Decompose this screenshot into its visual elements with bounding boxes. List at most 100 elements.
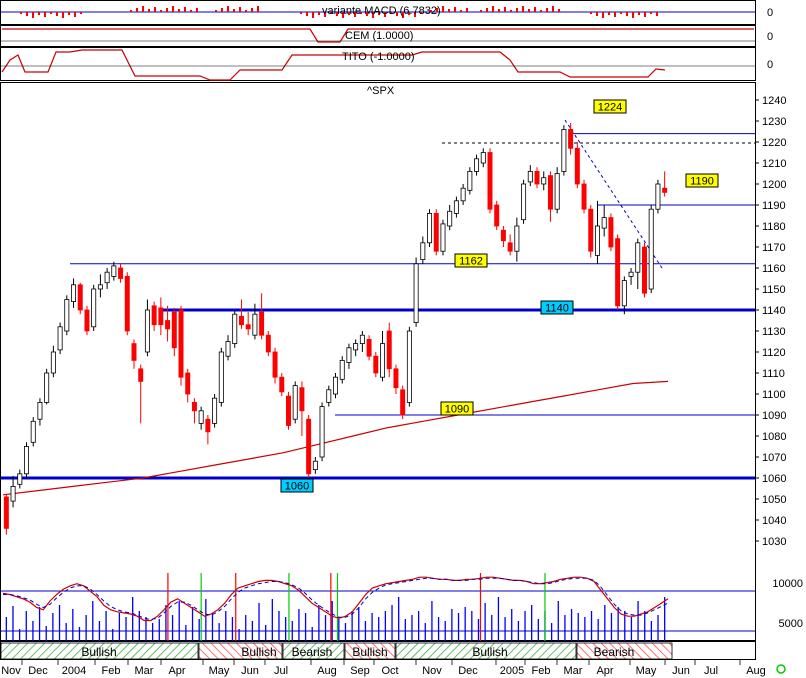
macd-bar (74, 12, 76, 17)
macd-bar (348, 12, 350, 15)
price-tick-label: 1130 (762, 326, 786, 338)
candle (359, 331, 365, 352)
macd-bar (486, 8, 488, 12)
macd-bar (233, 9, 235, 12)
candle (460, 184, 466, 205)
price-tick-label: 1230 (762, 116, 786, 128)
macd-bar (552, 6, 554, 12)
macd-bar (620, 12, 622, 14)
macd-bar (136, 8, 138, 12)
macd-bar (402, 12, 404, 18)
candle (514, 217, 520, 262)
level-badge-text: 1090 (445, 404, 469, 416)
macd-bar (239, 7, 241, 12)
tito-label: TITO (-1.0000) (342, 51, 415, 63)
time-tick-label: Apr (168, 665, 185, 677)
candle (393, 364, 399, 394)
level-badge-1162 (454, 253, 488, 268)
candle (272, 347, 278, 384)
macd-bar (80, 12, 82, 14)
time-tick-label: May (636, 665, 657, 677)
candle (642, 242, 647, 298)
macd-bar (650, 12, 652, 14)
price-tick-label: 1090 (762, 410, 786, 422)
candle (185, 368, 191, 403)
macd-bar (142, 6, 144, 12)
candle (326, 385, 332, 407)
time-tick-label: Mar (564, 665, 583, 677)
macd-bar (130, 10, 132, 12)
candle (238, 299, 244, 329)
macd-bar (306, 12, 308, 16)
macd-bar (372, 12, 374, 18)
macd-bar (442, 6, 444, 12)
macd-bar (644, 12, 646, 17)
candle (171, 307, 177, 357)
cem-line (2, 28, 754, 43)
price-tick-label: 1190 (762, 200, 786, 212)
cem-label: CEM (1.0000) (345, 30, 413, 42)
level-badge-1090 (440, 401, 474, 416)
macd-bar (26, 12, 28, 16)
cem-axis-value: 0 (767, 31, 773, 43)
volume-axis: 10000 5000 (772, 578, 803, 630)
trend-band-label: Bullish (241, 645, 276, 659)
level-badge-text: 1060 (285, 481, 309, 493)
price-tick-label: 1070 (762, 452, 786, 464)
time-tick-label: Dec (458, 665, 478, 677)
candle (212, 394, 218, 428)
oscillator-main-line (2, 576, 669, 622)
candle (655, 179, 661, 214)
macd-bar (312, 12, 314, 18)
macd-bar (632, 12, 634, 18)
macd-bar (480, 10, 482, 12)
macd-bar (68, 12, 70, 15)
candle (97, 274, 103, 298)
time-tick-label: Oct (381, 665, 398, 677)
price-tick-label: 1120 (762, 347, 786, 359)
macd-bar (466, 8, 468, 12)
volume-tick-label: 10000 (772, 578, 803, 590)
macd-bar (62, 12, 64, 18)
time-tick-label: Jul (274, 665, 288, 677)
level-badge-1060 (280, 478, 314, 493)
trend-band (0, 642, 199, 660)
time-tick-label: Jul (704, 665, 718, 677)
candle (232, 310, 238, 348)
candle (218, 347, 224, 407)
candle (151, 301, 157, 331)
candle (648, 205, 654, 294)
candle (124, 272, 130, 336)
time-tick-label: Feb (532, 665, 551, 677)
candle (662, 171, 668, 197)
candle (158, 297, 164, 336)
macd-bar (215, 10, 217, 12)
macd-bar (336, 12, 338, 16)
level-badge-1190 (685, 173, 719, 188)
refresh-icon[interactable] (776, 664, 786, 674)
candle (191, 398, 197, 424)
time-tick-label: Jun (241, 665, 259, 677)
macd-bar (596, 12, 598, 16)
time-tick-label: Aug (746, 665, 766, 677)
macd-bar (178, 9, 180, 12)
macd-bar (504, 7, 506, 12)
macd-bar (38, 12, 40, 15)
price-level-labels: 1224 1190 1162 1140 1090 1060 (280, 99, 719, 493)
candle (91, 284, 97, 331)
trend-band-label: Bearish (594, 645, 635, 659)
candle (594, 200, 600, 264)
candle (299, 381, 305, 436)
candle (581, 179, 587, 214)
volume-tick-label: 5000 (779, 618, 803, 630)
tito-axis-value: 0 (767, 59, 773, 71)
macd-bar (227, 6, 229, 12)
trend-lines (442, 119, 755, 269)
trend-band-label: Bearish (292, 645, 333, 659)
price-tick-label: 1240 (762, 95, 786, 107)
time-tick-label: Feb (102, 665, 121, 677)
candle (527, 165, 533, 187)
candle (285, 391, 291, 430)
trend-band (344, 642, 396, 660)
